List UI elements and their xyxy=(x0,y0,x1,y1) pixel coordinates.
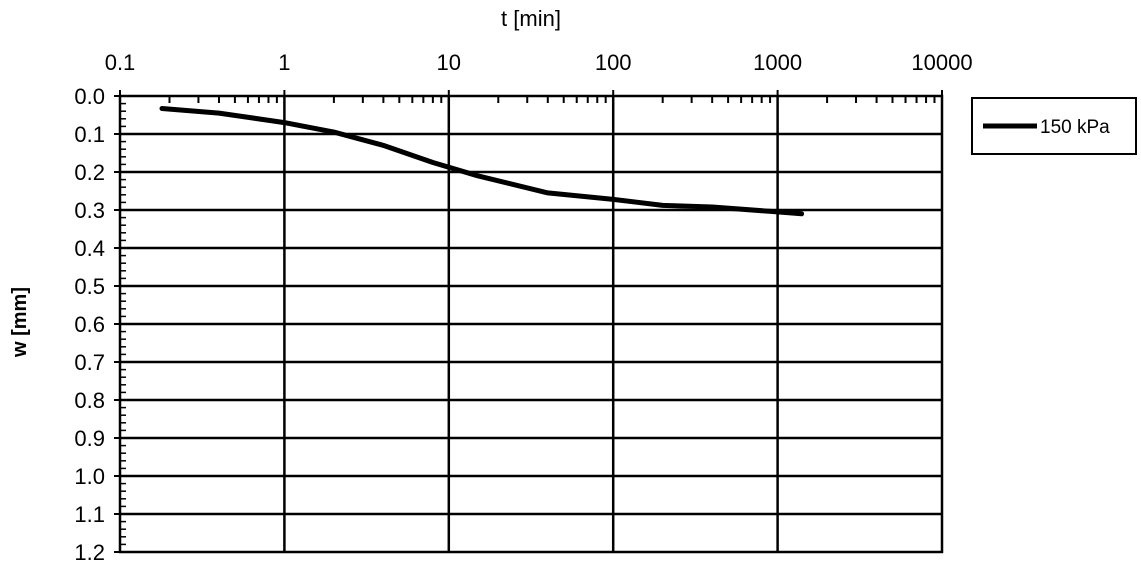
plot-area-border xyxy=(118,94,944,554)
legend-entry-label: 150 kPa xyxy=(1040,117,1110,138)
y-axis-title: w [mm] xyxy=(9,287,31,358)
y-tick-label: 0.9 xyxy=(74,426,105,451)
y-tick-label: 0.3 xyxy=(74,198,105,223)
y-tick-label: 1.0 xyxy=(74,464,105,489)
y-tick-label: 0.6 xyxy=(74,312,105,337)
gridlines xyxy=(120,96,942,552)
y-tick-label: 0.1 xyxy=(74,122,105,147)
y-tick-label: 0.2 xyxy=(74,160,105,185)
y-tick-labels: 0.0 0.1 0.2 0.3 0.4 0.5 0.6 0.7 0.8 0.9 1.0 1.1 1.2 xyxy=(74,84,105,565)
x-tick-label: 100 xyxy=(595,50,632,75)
x-tick-label: 1000 xyxy=(753,50,802,75)
y-tick-label: 1.2 xyxy=(74,540,105,565)
x-axis-title: t [min] xyxy=(501,6,561,31)
x-tick-label: 10000 xyxy=(911,50,972,75)
y-tick-label: 0.0 xyxy=(74,84,105,109)
y-tick-label: 0.5 xyxy=(74,274,105,299)
minor-ticks xyxy=(114,90,943,553)
series-line xyxy=(159,106,805,217)
x-tick-label: 10 xyxy=(437,50,461,75)
x-tick-labels: 0.1 1 10 100 1000 10000 xyxy=(105,50,973,75)
y-tick-label: 0.7 xyxy=(74,350,105,375)
legend: 150 kPa xyxy=(971,97,1137,155)
x-tick-label: 1 xyxy=(278,50,290,75)
x-tick-label: 0.1 xyxy=(105,50,136,75)
y-tick-label: 0.4 xyxy=(74,236,105,261)
y-tick-label: 1.1 xyxy=(74,502,105,527)
series-group xyxy=(159,106,805,217)
y-tick-label: 0.8 xyxy=(74,388,105,413)
